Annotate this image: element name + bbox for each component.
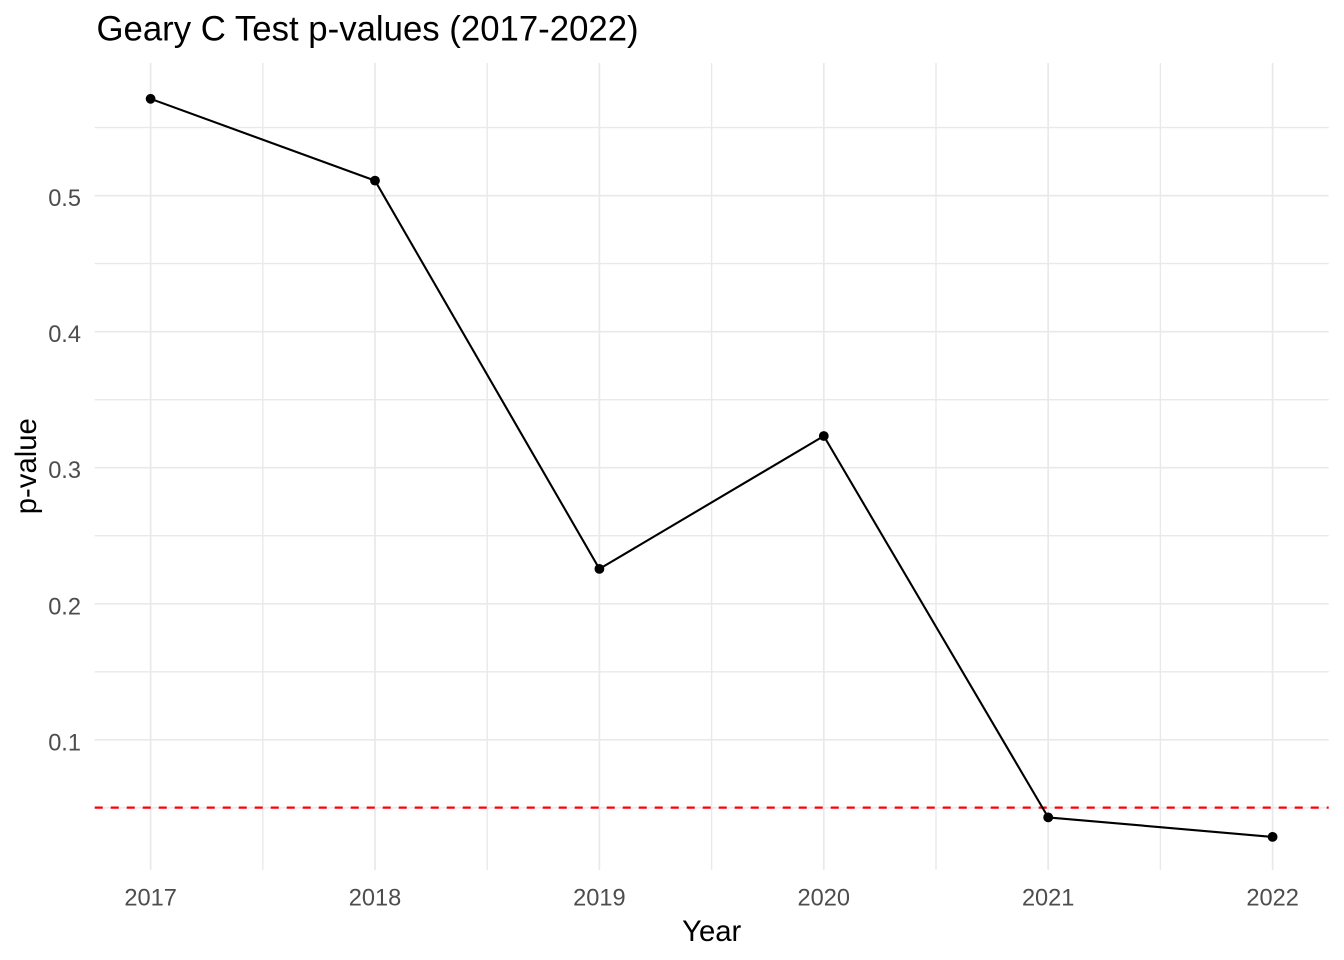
svg-text:2018: 2018 xyxy=(349,886,402,912)
svg-text:p-value: p-value xyxy=(10,418,43,514)
svg-text:2020: 2020 xyxy=(798,886,851,912)
svg-text:0.2: 0.2 xyxy=(48,594,81,620)
svg-text:2021: 2021 xyxy=(1022,886,1075,912)
svg-text:Year: Year xyxy=(682,915,741,948)
svg-text:0.5: 0.5 xyxy=(48,186,81,212)
svg-text:Geary C Test p-values (2017-20: Geary C Test p-values (2017-2022) xyxy=(97,11,639,49)
svg-text:0.3: 0.3 xyxy=(48,458,81,484)
svg-text:0.1: 0.1 xyxy=(48,730,81,756)
svg-text:2022: 2022 xyxy=(1246,886,1299,912)
svg-text:2019: 2019 xyxy=(573,886,626,912)
svg-text:0.4: 0.4 xyxy=(48,322,81,348)
svg-text:2017: 2017 xyxy=(124,886,177,912)
